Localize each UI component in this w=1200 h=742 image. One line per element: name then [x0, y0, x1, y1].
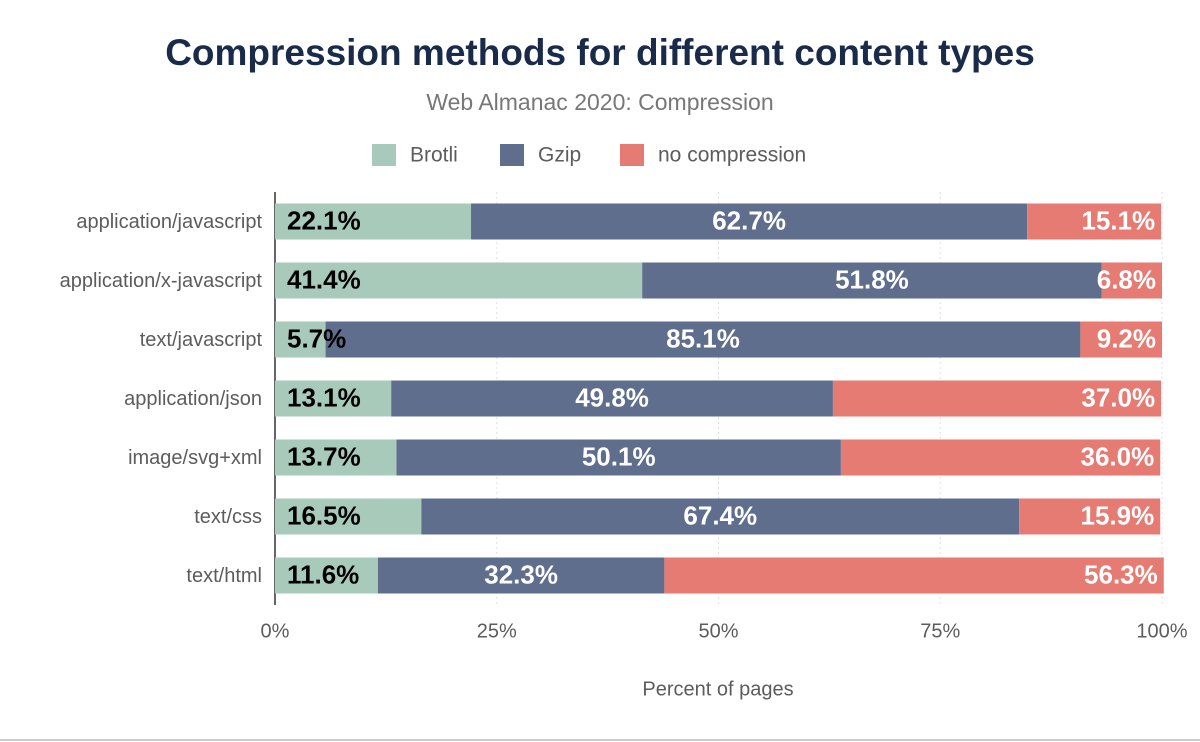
- y-tick-label: application/javascript: [76, 210, 262, 233]
- chart-title: Compression methods for different conten…: [165, 32, 1035, 73]
- data-label: 15.1%: [1081, 205, 1155, 235]
- x-tick-label: 0%: [261, 620, 290, 642]
- data-label: 67.4%: [683, 500, 757, 530]
- x-tick-label: 50%: [698, 620, 738, 642]
- y-tick-label: text/javascript: [139, 328, 262, 351]
- legend-swatch: [620, 144, 644, 166]
- data-label: 49.8%: [575, 382, 649, 412]
- data-label: 50.1%: [582, 441, 656, 471]
- x-axis-title: Percent of pages: [642, 678, 793, 700]
- y-tick-label: application/x-javascript: [59, 269, 262, 292]
- y-tick-label: image/svg+xml: [128, 446, 262, 469]
- data-label: 16.5%: [287, 500, 361, 530]
- bar-segment: [471, 203, 1028, 240]
- y-tick-label: application/json: [124, 387, 262, 410]
- data-label: 36.0%: [1080, 441, 1154, 471]
- bar-segment: [832, 380, 1162, 417]
- bar-segment: [275, 439, 397, 476]
- legend-swatch: [500, 144, 524, 166]
- legend-label: Gzip: [538, 144, 581, 167]
- legend-label: Brotli: [410, 144, 458, 167]
- y-tick-label: text/html: [186, 564, 262, 587]
- bar-segment: [275, 203, 472, 240]
- bar-segment: [275, 262, 643, 299]
- x-tick-label: 25%: [477, 620, 517, 642]
- bar-segment: [396, 439, 841, 476]
- x-tick-label: 75%: [920, 620, 960, 642]
- data-label: 9.2%: [1097, 323, 1156, 353]
- data-label: 32.3%: [484, 559, 558, 589]
- bar-segment: [275, 380, 392, 417]
- bar-segment: [1027, 203, 1162, 240]
- bar-segment: [421, 498, 1020, 535]
- data-label: 11.6%: [287, 559, 359, 589]
- bar-segment: [391, 380, 833, 417]
- data-label: 13.7%: [287, 441, 361, 471]
- data-label: 22.1%: [287, 205, 361, 235]
- legend-label: no compression: [658, 144, 806, 167]
- bar-segment: [325, 321, 1081, 358]
- bar-segment: [1019, 498, 1161, 535]
- bar-segment: [275, 557, 378, 594]
- bar-segment: [1080, 321, 1162, 358]
- data-label: 62.7%: [712, 205, 786, 235]
- x-tick-label: 100%: [1136, 620, 1187, 642]
- bar-segment: [840, 439, 1161, 476]
- data-label: 51.8%: [835, 264, 909, 294]
- data-label: 5.7%: [287, 323, 346, 353]
- bar-segment: [377, 557, 665, 594]
- bar-segment: [275, 321, 326, 358]
- bar-segment: [642, 262, 1102, 299]
- data-label: 15.9%: [1080, 500, 1154, 530]
- legend-swatch: [372, 144, 396, 166]
- data-label: 6.8%: [1097, 264, 1156, 294]
- chart-subtitle: Web Almanac 2020: Compression: [426, 89, 773, 115]
- data-label: 56.3%: [1084, 559, 1158, 589]
- data-label: 37.0%: [1081, 382, 1155, 412]
- y-tick-label: text/css: [194, 505, 262, 528]
- bar-segment: [664, 557, 1164, 594]
- data-label: 13.1%: [287, 382, 361, 412]
- bar-segment: [1101, 262, 1162, 299]
- data-label: 85.1%: [666, 323, 740, 353]
- bar-segment: [275, 498, 422, 535]
- data-label: 41.4%: [287, 264, 361, 294]
